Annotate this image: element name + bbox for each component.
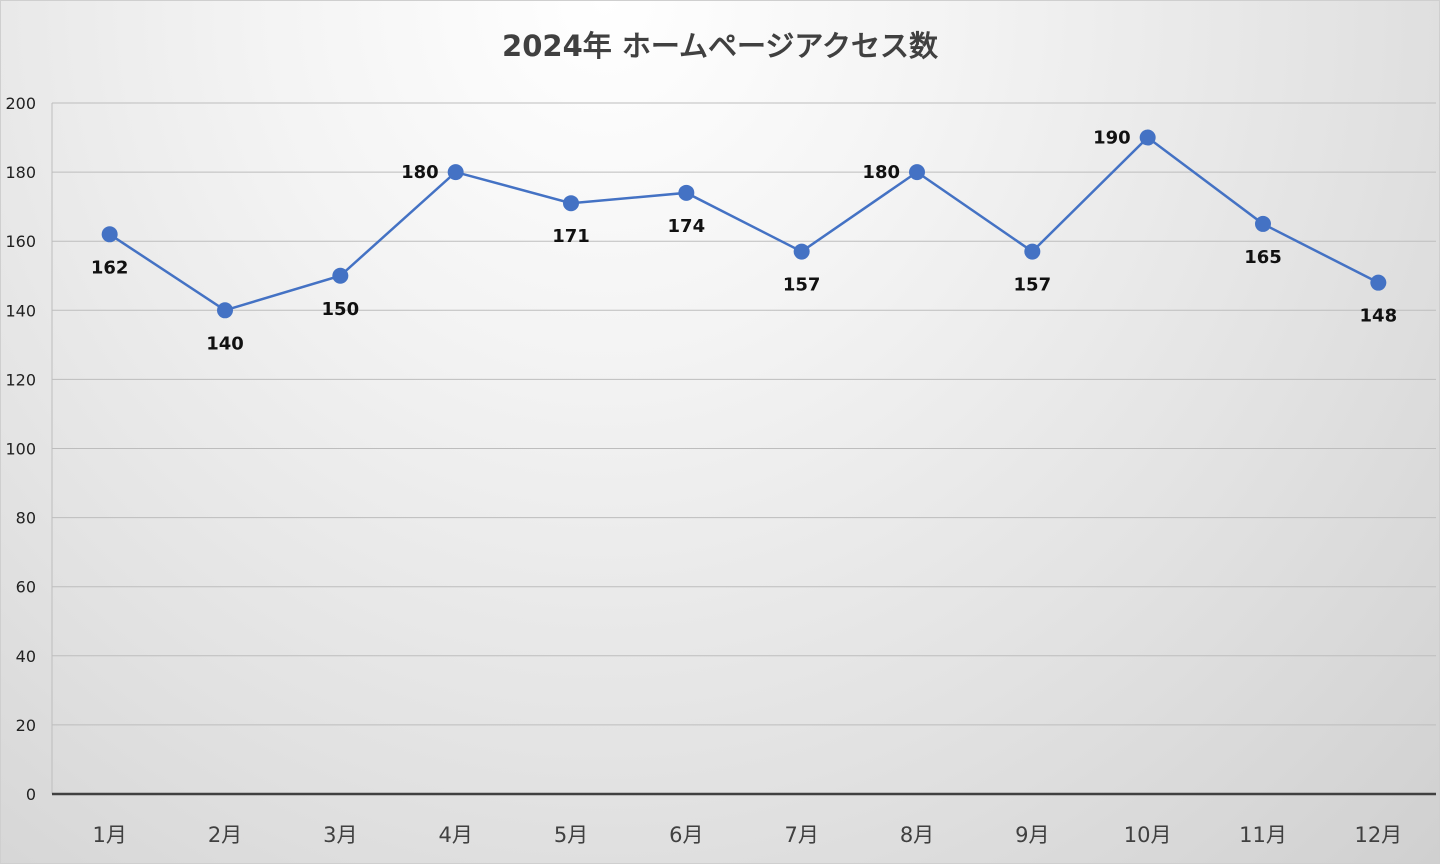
data-label: 171 xyxy=(552,226,590,247)
data-label: 157 xyxy=(783,275,821,296)
y-tick-label: 200 xyxy=(5,94,36,113)
series-line xyxy=(108,135,1379,312)
data-point xyxy=(1255,215,1271,232)
data-point xyxy=(217,302,233,319)
data-label: 162 xyxy=(91,257,129,278)
x-tick-label: 11月 xyxy=(1239,823,1287,847)
data-point xyxy=(1139,129,1156,146)
data-point xyxy=(101,226,118,243)
data-label: 157 xyxy=(1014,275,1052,296)
x-tick-label: 10月 xyxy=(1124,823,1172,847)
x-tick-label: 4月 xyxy=(438,823,472,847)
data-point xyxy=(678,184,695,201)
x-tick-label: 8月 xyxy=(900,823,934,847)
y-tick-label: 120 xyxy=(5,370,36,389)
data-label: 150 xyxy=(322,299,360,320)
data-label: 180 xyxy=(401,162,439,183)
y-tick-label: 40 xyxy=(16,647,36,666)
data-label: 174 xyxy=(668,216,706,237)
y-tick-label: 100 xyxy=(5,440,36,459)
x-tick-label: 2月 xyxy=(208,823,242,847)
y-tick-label: 60 xyxy=(16,578,36,597)
data-point xyxy=(793,243,810,260)
y-tick-label: 80 xyxy=(16,509,36,528)
data-label: 148 xyxy=(1360,306,1398,327)
y-tick-label: 180 xyxy=(5,163,36,182)
y-tick-label: 140 xyxy=(5,301,36,320)
x-tick-label: 5月 xyxy=(554,823,588,847)
data-point xyxy=(1024,243,1041,260)
x-tick-label: 12月 xyxy=(1354,823,1402,847)
data-label: 190 xyxy=(1093,128,1131,149)
data-point xyxy=(563,195,579,212)
y-tick-label: 0 xyxy=(26,785,36,804)
data-label: 180 xyxy=(862,162,900,183)
x-tick-label: 7月 xyxy=(784,823,818,847)
x-tick-label: 3月 xyxy=(323,823,357,847)
data-point xyxy=(447,164,464,181)
data-point xyxy=(909,164,925,181)
x-tick-label: 9月 xyxy=(1015,823,1049,847)
x-tick-label: 6月 xyxy=(669,823,703,847)
data-point xyxy=(1370,274,1387,291)
x-tick-label: 1月 xyxy=(92,823,126,847)
chart-title: 2024年 ホームページアクセス数 xyxy=(502,29,938,63)
data-point xyxy=(332,267,349,284)
data-label: 165 xyxy=(1244,247,1282,268)
y-tick-label: 160 xyxy=(5,232,36,251)
y-tick-label: 20 xyxy=(16,716,36,735)
data-label: 140 xyxy=(206,333,244,354)
